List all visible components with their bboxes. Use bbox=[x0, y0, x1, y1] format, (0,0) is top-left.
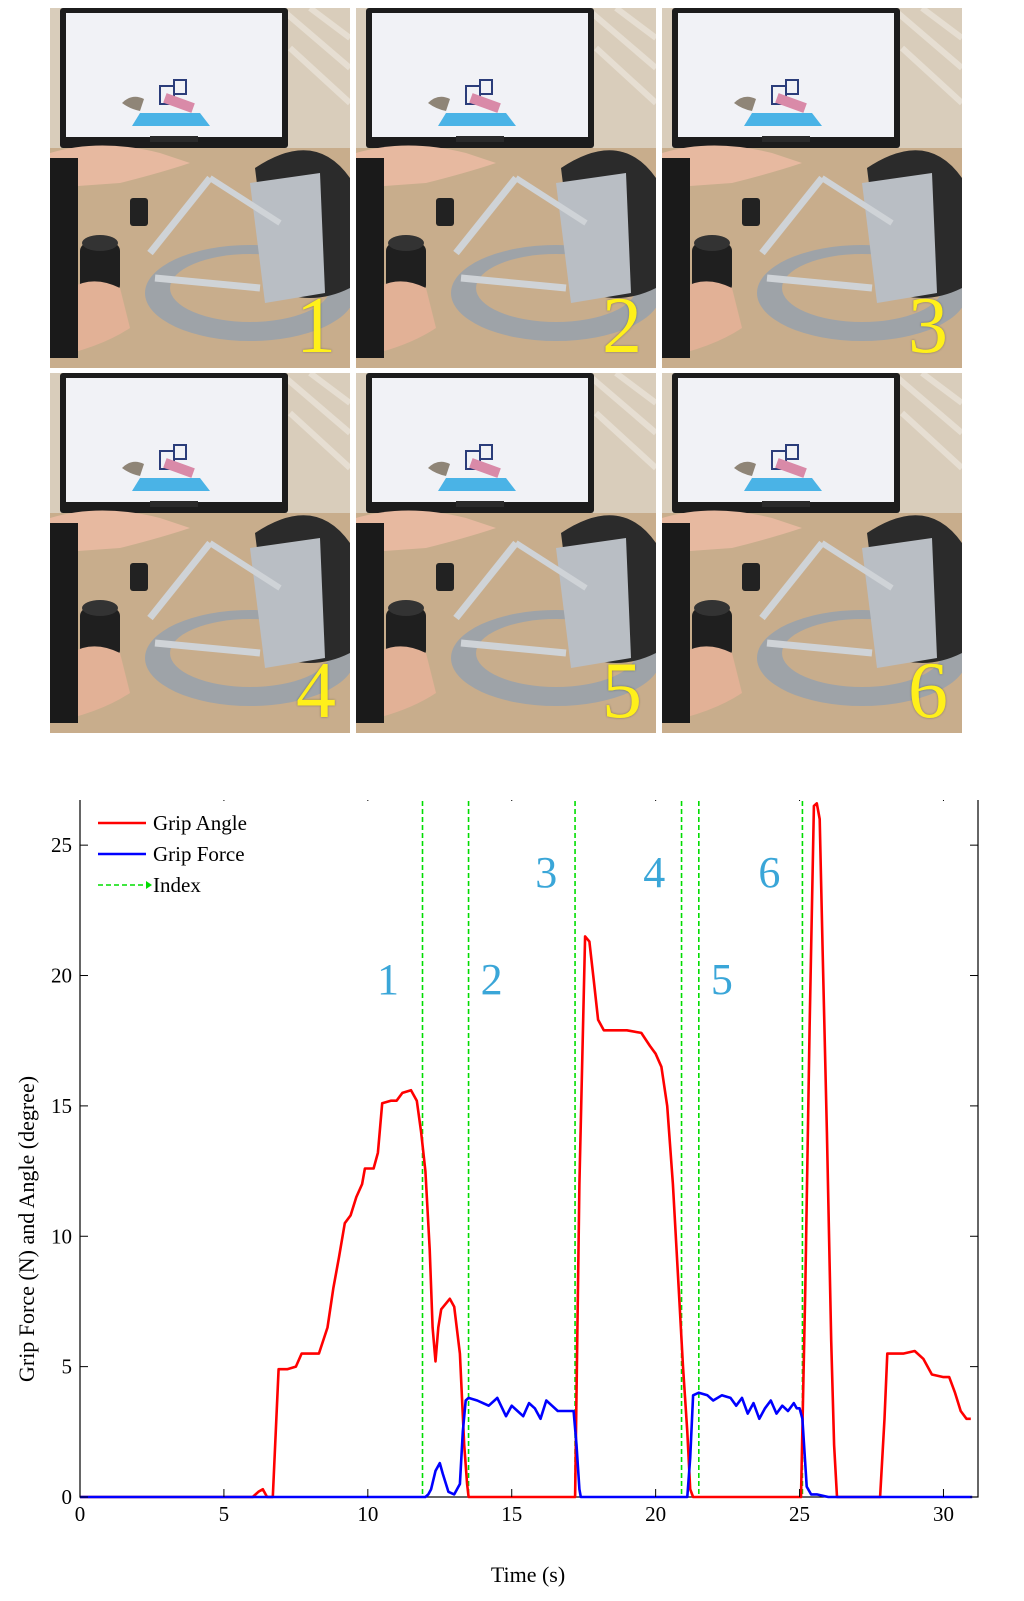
x-tick-label: 25 bbox=[789, 1502, 810, 1526]
annotation-5: 5 bbox=[711, 955, 733, 1004]
photo-grid: 1 bbox=[50, 8, 962, 733]
annotation-2: 2 bbox=[481, 955, 503, 1004]
x-tick-label: 15 bbox=[501, 1502, 522, 1526]
photo-panel-2: 2 bbox=[356, 8, 656, 368]
haptic-device-scene bbox=[356, 373, 656, 733]
chart-svg: 0 5 10 15 20 25 30 0 5 10 15 20 25 1 2 3 4 5 6 Grip Angle… bbox=[14, 800, 979, 1587]
photo-panel-4: 4 bbox=[50, 373, 350, 733]
photo-panel-6: 6 bbox=[662, 373, 962, 733]
legend-label: Grip Force bbox=[153, 842, 245, 866]
x-tick-label: 10 bbox=[357, 1502, 378, 1526]
panel-number: 4 bbox=[296, 647, 336, 733]
plot-area bbox=[79, 800, 979, 1498]
annotation-6: 6 bbox=[758, 848, 780, 897]
panel-number: 5 bbox=[602, 647, 642, 733]
series-layer bbox=[80, 802, 973, 1499]
y-tick-label: 20 bbox=[51, 964, 72, 988]
y-axis-label: Grip Force (N) and Angle (degree) bbox=[14, 1076, 39, 1382]
photo-panel-3: 3 bbox=[662, 8, 962, 368]
haptic-device-scene bbox=[662, 373, 962, 733]
grip-chart: 0 5 10 15 20 25 30 0 5 10 15 20 25 1 2 3 4 5 6 Grip Angle… bbox=[0, 800, 1024, 1601]
panel-number: 6 bbox=[908, 647, 948, 733]
x-tick-label: 30 bbox=[933, 1502, 954, 1526]
haptic-device-scene bbox=[50, 373, 350, 733]
y-tick-label: 25 bbox=[51, 833, 72, 857]
legend-label: Grip Angle bbox=[153, 811, 247, 835]
haptic-device-scene bbox=[50, 8, 350, 368]
y-tick-label: 10 bbox=[51, 1224, 72, 1248]
y-tick-label: 0 bbox=[62, 1485, 73, 1509]
series-grip-angle bbox=[80, 802, 971, 1499]
y-tick-label: 15 bbox=[51, 1094, 72, 1118]
x-tick-label: 20 bbox=[645, 1502, 666, 1526]
legend: Grip Angle Grip Force Index bbox=[98, 811, 247, 897]
panel-number: 2 bbox=[602, 282, 642, 368]
panel-number: 1 bbox=[296, 282, 336, 368]
panel-number: 3 bbox=[908, 282, 948, 368]
photo-panel-1: 1 bbox=[50, 8, 350, 368]
photo-panel-5: 5 bbox=[356, 373, 656, 733]
plot-frame bbox=[79, 800, 979, 1498]
legend-label: Index bbox=[153, 873, 201, 897]
x-tick-label: 0 bbox=[75, 1502, 86, 1526]
annotation-4: 4 bbox=[643, 848, 665, 897]
series-grip-force bbox=[80, 1391, 973, 1499]
haptic-device-scene bbox=[356, 8, 656, 368]
x-tick-label: 5 bbox=[219, 1502, 230, 1526]
annotations: 1 2 3 4 5 6 bbox=[377, 848, 780, 1004]
legend-arrow bbox=[146, 881, 152, 889]
y-tick-label: 5 bbox=[62, 1355, 73, 1379]
haptic-device-scene bbox=[662, 8, 962, 368]
annotation-3: 3 bbox=[535, 848, 557, 897]
x-axis-label: Time (s) bbox=[491, 1562, 565, 1587]
annotation-1: 1 bbox=[377, 955, 399, 1004]
